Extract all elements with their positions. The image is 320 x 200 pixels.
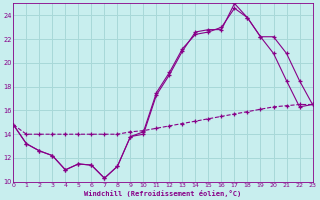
X-axis label: Windchill (Refroidissement éolien,°C): Windchill (Refroidissement éolien,°C) bbox=[84, 190, 242, 197]
